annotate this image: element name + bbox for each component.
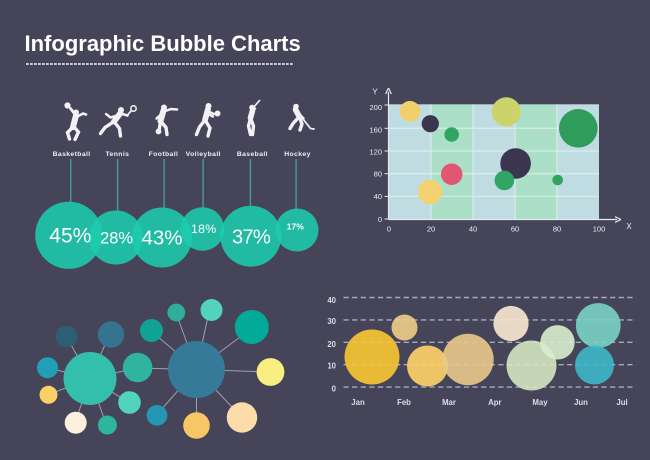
svg-text:120: 120	[369, 147, 382, 156]
svg-text:X: X	[626, 222, 632, 231]
svg-text:200: 200	[369, 103, 382, 112]
svg-text:20: 20	[327, 340, 336, 349]
svg-text:160: 160	[369, 125, 382, 134]
svg-text:Jun: Jun	[574, 398, 588, 407]
svg-text:43%: 43%	[141, 226, 182, 249]
svg-text:Basketball: Basketball	[53, 151, 91, 158]
svg-text:80: 80	[374, 170, 382, 179]
svg-text:May: May	[532, 398, 548, 407]
svg-text:Apr: Apr	[488, 398, 501, 407]
svg-text:17%: 17%	[287, 221, 304, 231]
svg-text:80: 80	[553, 225, 561, 234]
svg-text:18%: 18%	[191, 222, 217, 236]
svg-text:Baseball: Baseball	[237, 151, 268, 158]
svg-text:100: 100	[593, 225, 606, 234]
svg-text:28%: 28%	[100, 229, 133, 247]
svg-text:40: 40	[374, 192, 382, 201]
svg-text:Y: Y	[372, 88, 378, 97]
svg-text:0: 0	[378, 215, 382, 224]
svg-text:60: 60	[511, 225, 519, 234]
svg-text:10: 10	[327, 362, 336, 371]
svg-text:20: 20	[427, 225, 435, 234]
svg-text:Infographic Bubble Charts: Infographic Bubble Charts	[25, 31, 301, 56]
svg-text:Tennis: Tennis	[105, 151, 129, 158]
svg-text:30: 30	[327, 317, 336, 326]
svg-text:37%: 37%	[232, 226, 271, 248]
svg-text:0: 0	[387, 225, 391, 234]
svg-text:Volleyball: Volleyball	[186, 151, 221, 158]
svg-text:Mar: Mar	[442, 398, 456, 407]
svg-text:0: 0	[332, 385, 337, 394]
svg-text:Jul: Jul	[616, 398, 627, 407]
svg-text:Hockey: Hockey	[284, 151, 311, 158]
svg-text:Feb: Feb	[397, 398, 411, 407]
svg-text:40: 40	[327, 296, 336, 305]
svg-text:Football: Football	[149, 151, 179, 158]
svg-text:40: 40	[469, 225, 477, 234]
svg-text:Jan: Jan	[351, 398, 365, 407]
svg-text:45%: 45%	[49, 224, 91, 247]
